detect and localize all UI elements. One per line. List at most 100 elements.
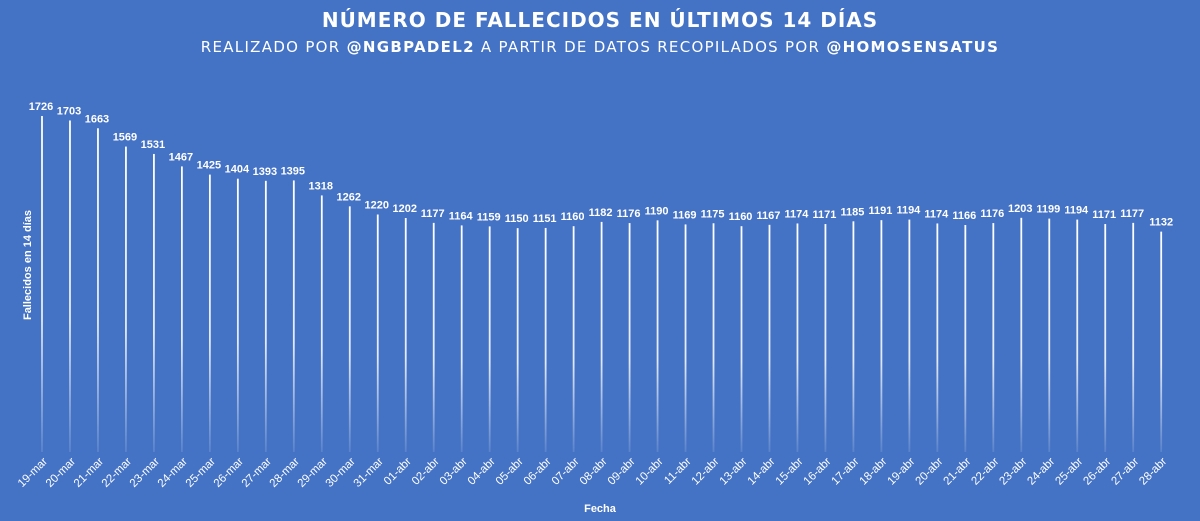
data-label-25-mar: 1425 xyxy=(197,160,221,172)
data-label-19-abr: 1194 xyxy=(896,205,921,217)
bar-31-mar xyxy=(376,214,379,452)
data-label-22-abr: 1176 xyxy=(980,208,1004,220)
data-label-06-abr: 1151 xyxy=(533,213,557,225)
bar-28-abr xyxy=(1160,231,1163,452)
bar-17-abr xyxy=(852,221,855,452)
data-label-10-abr: 1190 xyxy=(645,205,669,217)
x-tick-label-07-abr: 07-abr xyxy=(550,456,582,488)
bar-24-mar xyxy=(181,166,183,452)
x-tick-label-19-abr: 19-abr xyxy=(886,456,918,488)
x-tick-label-29-mar: 29-mar xyxy=(296,456,330,490)
x-tick-label-16-abr: 16-abr xyxy=(802,456,834,488)
bar-27-abr xyxy=(1132,222,1135,452)
data-label-20-abr: 1174 xyxy=(924,208,949,220)
x-tick-label-27-abr: 27-abr xyxy=(1109,456,1141,488)
subtitle-part-1: REALIZADO POR xyxy=(200,38,347,56)
data-label-28-mar: 1395 xyxy=(281,165,305,177)
bar-30-mar xyxy=(348,206,351,452)
x-tick-label-19-mar: 19-mar xyxy=(16,456,50,490)
data-label-20-mar: 1703 xyxy=(57,105,81,117)
bar-04-abr xyxy=(488,226,491,452)
x-tick-label-14-abr: 14-abr xyxy=(746,456,778,488)
data-label-27-mar: 1393 xyxy=(253,166,277,178)
x-tick-labels-group: 19-mar20-mar21-mar22-mar23-mar24-mar25-m… xyxy=(16,456,1170,490)
x-tick-label-03-abr: 03-abr xyxy=(438,456,470,488)
bar-03-abr xyxy=(460,225,463,452)
x-tick-label-28-mar: 28-mar xyxy=(268,456,302,490)
data-label-23-mar: 1531 xyxy=(141,139,165,151)
x-tick-label-22-abr: 22-abr xyxy=(969,456,1001,488)
bar-21-abr xyxy=(964,225,967,452)
data-label-16-abr: 1171 xyxy=(813,209,837,221)
bar-08-abr xyxy=(600,221,603,452)
bar-25-mar xyxy=(208,174,211,452)
x-tick-label-05-abr: 05-abr xyxy=(494,456,526,488)
x-tick-label-28-abr: 28-abr xyxy=(1137,456,1169,488)
data-label-11-abr: 1169 xyxy=(673,209,697,221)
data-label-07-abr: 1160 xyxy=(561,211,585,223)
x-tick-label-20-mar: 20-mar xyxy=(44,456,78,490)
x-axis-label: Fecha xyxy=(584,503,616,515)
bar-25-abr xyxy=(1076,219,1079,452)
subtitle-source: @HOMOSENSATUS xyxy=(826,38,1000,56)
x-tick-label-23-abr: 23-abr xyxy=(997,456,1029,488)
bar-10-abr xyxy=(656,220,659,452)
x-tick-label-21-abr: 21-abr xyxy=(941,456,973,488)
bar-07-abr xyxy=(572,226,575,452)
x-tick-label-22-mar: 22-mar xyxy=(100,456,134,490)
bar-29-mar xyxy=(320,195,323,452)
x-tick-label-21-mar: 21-mar xyxy=(72,456,106,490)
x-tick-label-26-abr: 26-abr xyxy=(1081,456,1113,488)
bar-09-abr xyxy=(628,223,631,452)
bar-21-mar xyxy=(97,128,99,452)
bar-20-mar xyxy=(69,120,71,452)
data-label-24-abr: 1199 xyxy=(1036,204,1060,216)
x-tick-label-24-abr: 24-abr xyxy=(1025,456,1057,488)
chart-subtitle: REALIZADO POR @NGBPADEL2 A PARTIR DE DAT… xyxy=(0,38,1200,56)
bar-13-abr xyxy=(740,226,743,452)
subtitle-author: @NGBPADEL2 xyxy=(346,38,475,56)
subtitle-part-2: A PARTIR DE DATOS RECOPILADOS POR xyxy=(474,38,827,56)
x-tick-label-23-mar: 23-mar xyxy=(128,456,162,490)
bar-19-abr xyxy=(908,219,911,452)
data-label-18-abr: 1191 xyxy=(868,205,892,217)
data-label-26-abr: 1171 xyxy=(1092,209,1116,221)
x-tick-label-13-abr: 13-abr xyxy=(718,456,750,488)
x-tick-label-25-mar: 25-mar xyxy=(184,456,218,490)
bar-15-abr xyxy=(796,223,799,452)
data-label-22-mar: 1569 xyxy=(113,132,137,144)
data-label-26-mar: 1404 xyxy=(225,164,250,176)
bar-16-abr xyxy=(824,224,827,452)
x-tick-label-30-mar: 30-mar xyxy=(324,456,358,490)
bar-22-abr xyxy=(992,223,995,452)
bar-11-abr xyxy=(684,224,687,452)
bar-23-mar xyxy=(153,153,155,452)
x-tick-label-24-mar: 24-mar xyxy=(156,456,190,490)
x-tick-label-18-abr: 18-abr xyxy=(858,456,890,488)
bar-01-abr xyxy=(404,218,407,452)
bar-24-abr xyxy=(1048,218,1051,452)
bar-14-abr xyxy=(768,224,771,452)
x-tick-label-20-abr: 20-abr xyxy=(913,456,945,488)
data-label-29-mar: 1318 xyxy=(309,180,333,192)
chart-title: NÚMERO DE FALLECIDOS EN ÚLTIMOS 14 DÍAS xyxy=(321,8,879,32)
data-label-08-abr: 1182 xyxy=(589,207,613,219)
x-tick-label-02-abr: 02-abr xyxy=(410,456,442,488)
data-label-13-abr: 1160 xyxy=(729,211,753,223)
data-label-28-abr: 1132 xyxy=(1149,217,1173,229)
x-tick-label-09-abr: 09-abr xyxy=(606,456,638,488)
data-label-14-abr: 1167 xyxy=(757,210,781,222)
data-label-21-abr: 1166 xyxy=(952,210,976,222)
data-label-30-mar: 1262 xyxy=(337,191,361,203)
data-label-15-abr: 1174 xyxy=(785,208,810,220)
bars-group xyxy=(41,116,1163,453)
x-tick-label-17-abr: 17-abr xyxy=(830,456,862,488)
data-label-05-abr: 1150 xyxy=(505,213,529,225)
data-labels-group: 1726 1703 1663 1569 1531 1467 1425 1404 1393 1395… xyxy=(29,101,1173,229)
data-label-27-abr: 1177 xyxy=(1120,208,1144,220)
bar-22-mar xyxy=(125,146,127,452)
x-tick-label-01-abr: 01-abr xyxy=(382,456,414,488)
x-tick-label-04-abr: 04-abr xyxy=(466,456,498,488)
